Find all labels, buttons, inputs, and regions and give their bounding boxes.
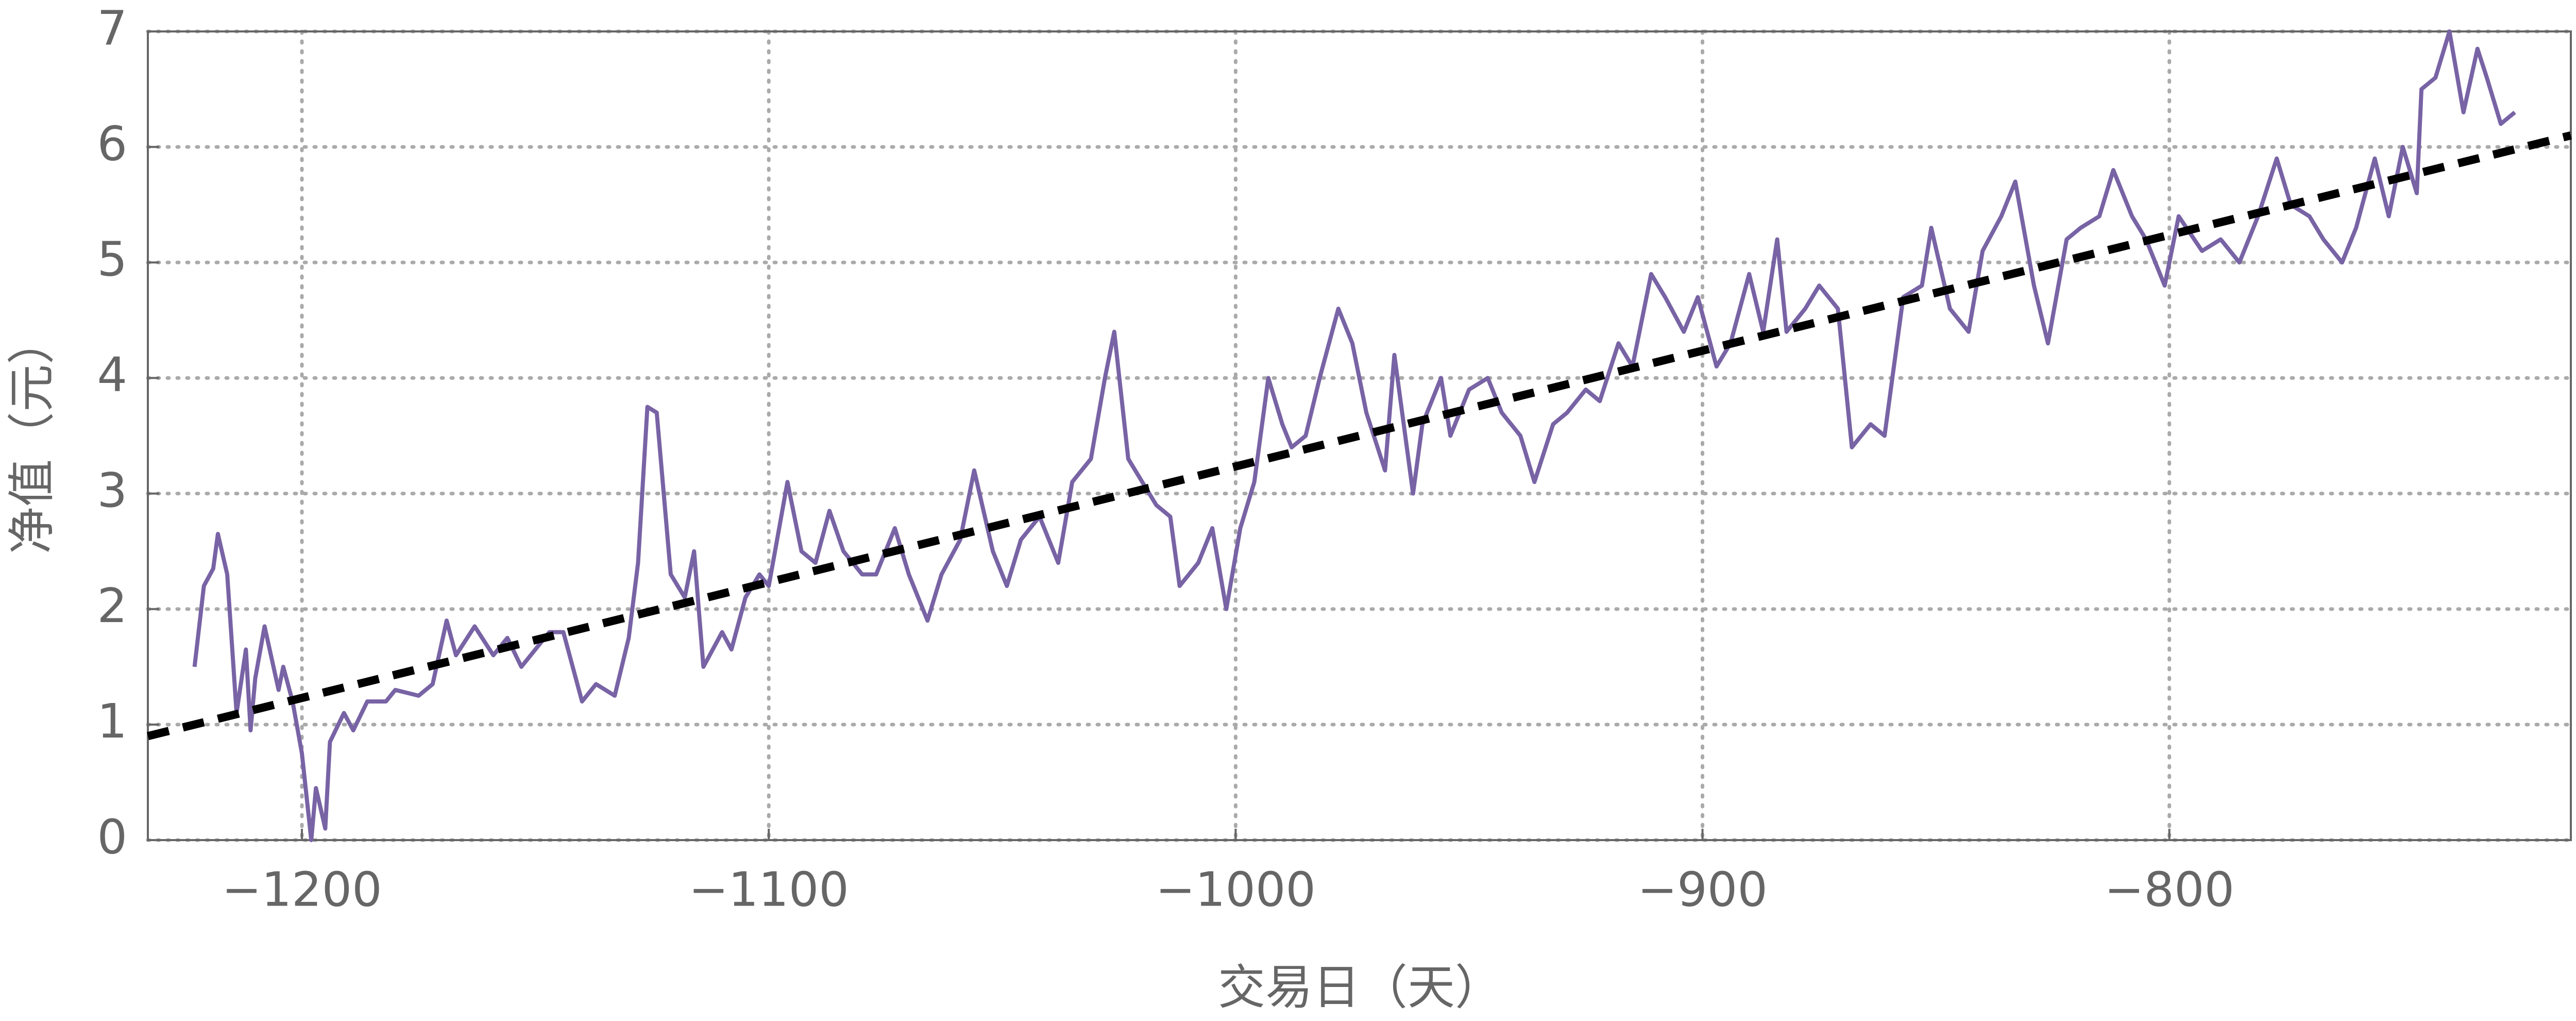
y-axis-label: 净值（元） bbox=[4, 317, 59, 554]
y-tick-label: 2 bbox=[97, 578, 127, 633]
x-tick-label: −1100 bbox=[689, 862, 849, 917]
x-tick-label: −900 bbox=[1637, 862, 1768, 917]
y-tick-label: 4 bbox=[97, 347, 127, 403]
y-tick-label: 5 bbox=[97, 232, 127, 287]
y-tick-label: 7 bbox=[97, 1, 127, 56]
x-axis-label: 交易日（天） bbox=[1218, 960, 1502, 1015]
x-tick-label: −1200 bbox=[222, 862, 382, 917]
x-tick-label: −800 bbox=[2104, 862, 2234, 917]
x-tick-label: −1000 bbox=[1156, 862, 1316, 917]
plot-frame bbox=[147, 30, 2572, 841]
y-tick-label: 6 bbox=[97, 116, 127, 172]
y-tick-label: 0 bbox=[97, 809, 127, 864]
y-tick-label: 3 bbox=[97, 463, 127, 518]
data-line bbox=[192, 29, 2516, 842]
trend-line bbox=[147, 131, 2572, 741]
y-tick-label: 1 bbox=[97, 694, 127, 749]
